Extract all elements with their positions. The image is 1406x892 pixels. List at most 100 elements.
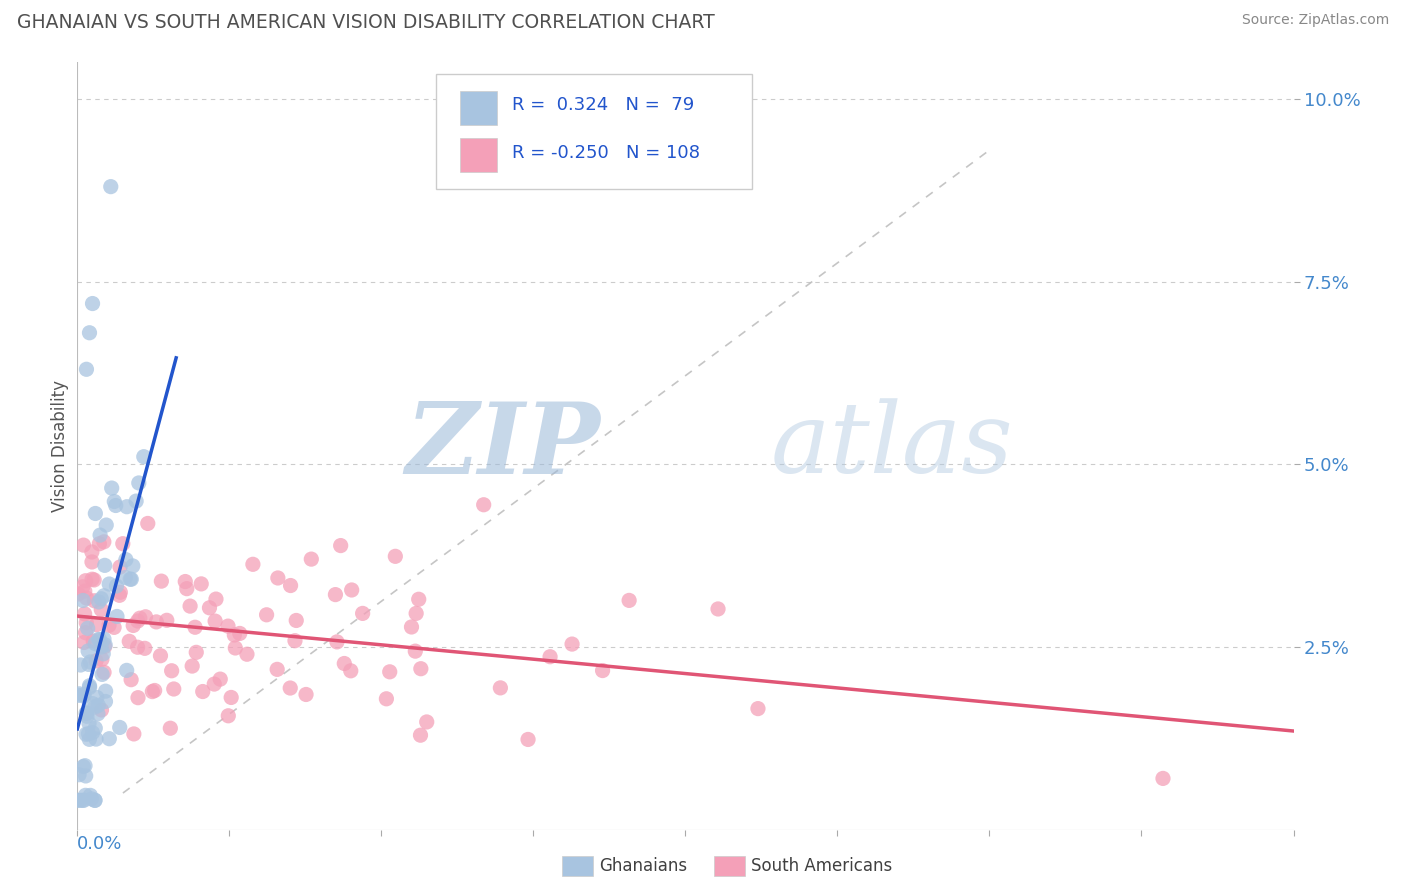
Point: [75, 789, 97, 803]
Point: [118, 634, 141, 648]
Point: [80, 792, 103, 806]
Point: [299, 552, 322, 566]
Point: [266, 662, 288, 676]
Point: [747, 701, 769, 715]
Point: [375, 691, 398, 706]
Point: [87, 698, 110, 713]
Point: [82, 572, 104, 586]
FancyBboxPatch shape: [460, 137, 496, 172]
Point: [105, 609, 128, 624]
Point: [90, 591, 112, 606]
Point: [472, 498, 495, 512]
Point: [91, 647, 114, 661]
Point: [82, 634, 104, 648]
Point: [75, 615, 97, 630]
Point: [83, 593, 105, 607]
Point: [73, 635, 96, 649]
Point: [538, 649, 561, 664]
Point: [159, 721, 181, 735]
Point: [202, 677, 225, 691]
Point: [120, 572, 142, 586]
Point: [75, 625, 97, 640]
Text: atlas: atlas: [770, 399, 1014, 493]
Point: [176, 582, 198, 596]
Point: [340, 582, 363, 597]
Point: [67, 768, 90, 782]
Point: [409, 662, 432, 676]
Point: [75, 574, 97, 588]
Point: [284, 633, 307, 648]
Point: [141, 684, 163, 698]
Point: [79, 655, 101, 669]
Point: [73, 688, 96, 702]
Point: [120, 673, 142, 687]
Point: [128, 475, 150, 490]
Point: [87, 706, 110, 721]
Point: [82, 296, 104, 310]
Point: [93, 558, 115, 573]
Point: [160, 664, 183, 678]
Point: [73, 584, 96, 599]
Point: [93, 665, 115, 680]
Point: [236, 647, 259, 661]
Point: [93, 632, 115, 646]
Point: [90, 652, 112, 666]
Point: [617, 593, 640, 607]
Text: Ghanaians: Ghanaians: [599, 857, 688, 875]
Point: [77, 657, 100, 672]
Point: [108, 721, 131, 735]
Point: [69, 793, 91, 807]
Text: R =  0.324   N =  79: R = 0.324 N = 79: [512, 95, 693, 113]
Point: [219, 690, 242, 705]
Point: [77, 727, 100, 741]
Point: [174, 574, 197, 589]
Point: [561, 637, 583, 651]
Point: [89, 632, 111, 647]
Point: [128, 611, 150, 625]
Point: [209, 672, 232, 686]
Point: [295, 688, 318, 702]
Point: [84, 793, 107, 807]
Point: [72, 759, 94, 773]
Point: [75, 706, 97, 721]
Point: [135, 609, 157, 624]
Point: [69, 658, 91, 673]
Point: [94, 684, 117, 698]
Point: [517, 732, 540, 747]
Point: [325, 588, 347, 602]
Point: [242, 558, 264, 572]
Point: [114, 570, 136, 584]
Point: [77, 716, 100, 731]
Point: [191, 684, 214, 698]
Text: R = -0.250   N = 108: R = -0.250 N = 108: [512, 144, 700, 162]
Point: [98, 618, 121, 632]
Point: [229, 626, 252, 640]
Point: [75, 727, 97, 741]
Point: [76, 709, 98, 723]
Point: [98, 577, 121, 591]
Point: [115, 552, 138, 566]
Point: [79, 326, 101, 340]
Point: [76, 706, 98, 721]
Point: [82, 725, 104, 739]
Point: [122, 727, 145, 741]
Point: [110, 585, 132, 599]
Point: [489, 681, 512, 695]
Text: GHANAIAN VS SOUTH AMERICAN VISION DISABILITY CORRELATION CHART: GHANAIAN VS SOUTH AMERICAN VISION DISABI…: [17, 13, 714, 32]
Text: ZIP: ZIP: [405, 398, 600, 494]
Point: [103, 494, 125, 508]
Point: [67, 689, 90, 703]
Point: [75, 769, 97, 783]
Point: [404, 644, 426, 658]
Point: [84, 654, 107, 668]
Point: [87, 595, 110, 609]
Point: [592, 664, 614, 678]
Point: [76, 591, 98, 606]
Point: [339, 664, 361, 678]
Point: [67, 587, 90, 601]
Point: [122, 618, 145, 632]
Point: [80, 555, 103, 569]
Point: [217, 708, 239, 723]
Point: [83, 793, 105, 807]
Point: [143, 683, 166, 698]
